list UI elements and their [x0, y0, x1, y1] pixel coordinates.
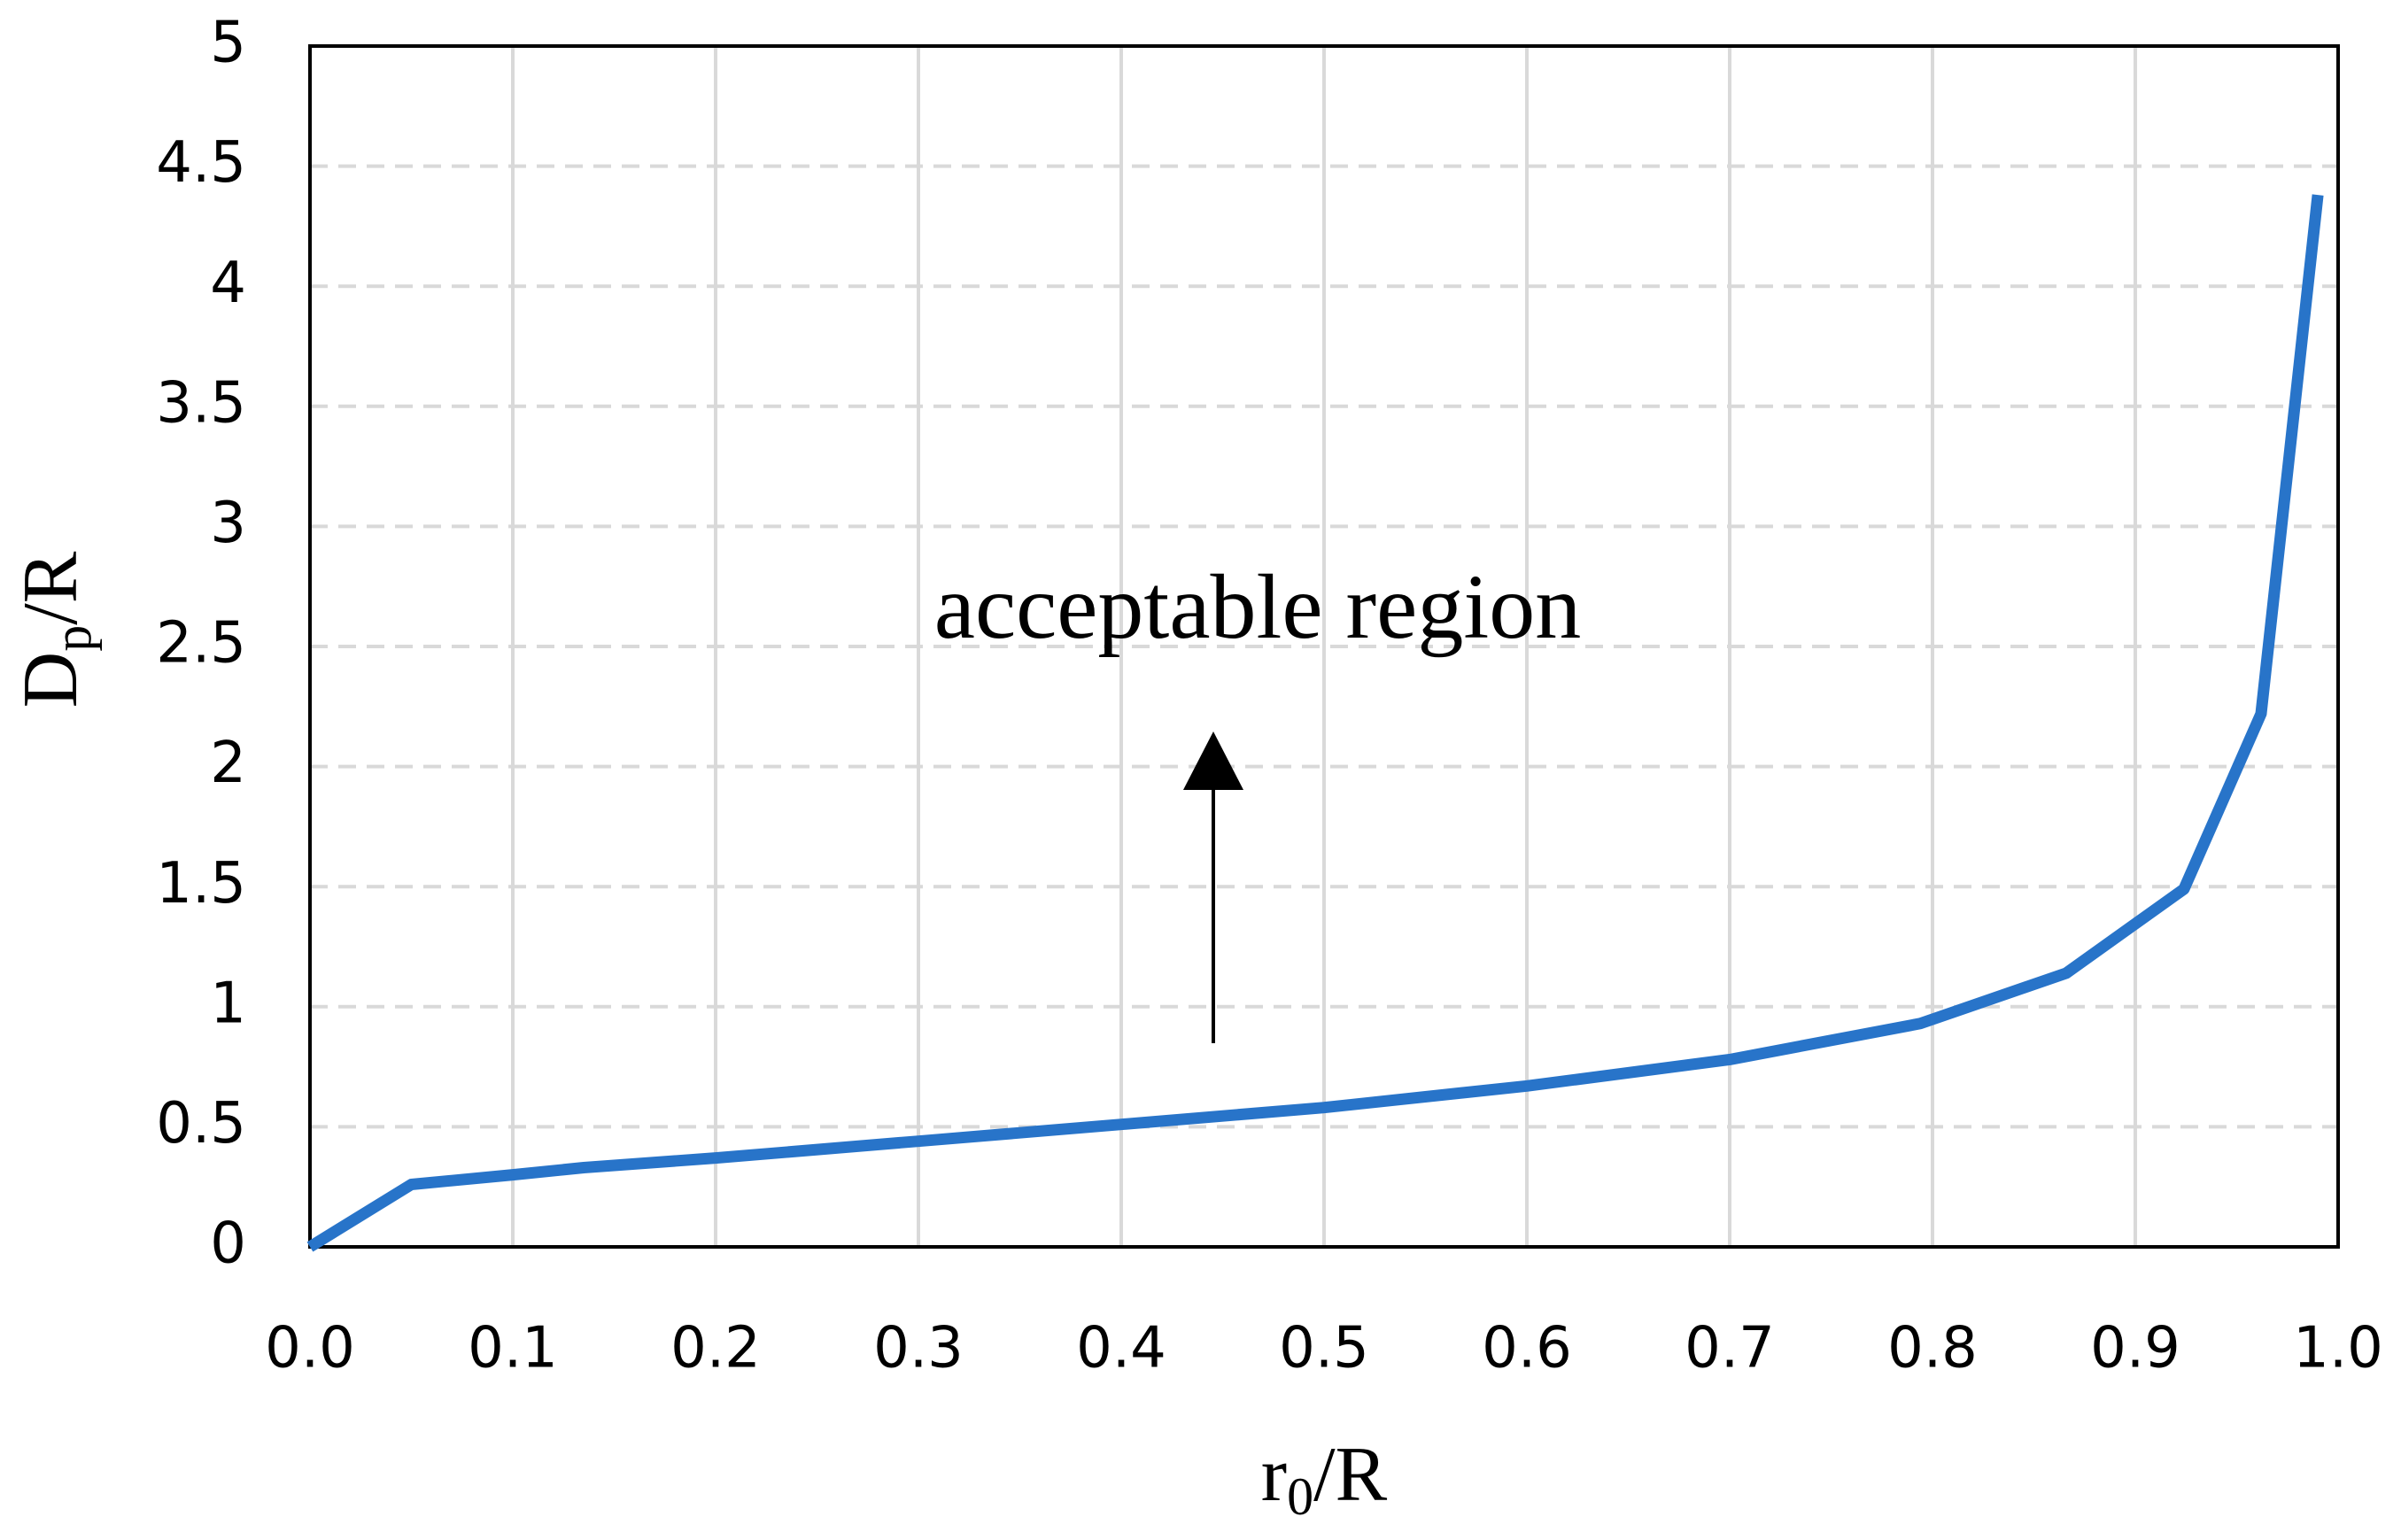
- y-tick-label: 5: [210, 11, 246, 76]
- plot-border: [308, 44, 2340, 1249]
- x-tick-label: 0.5: [1279, 1316, 1369, 1381]
- y-tick-label: 4.5: [156, 130, 246, 196]
- x-axis-title: r0/R: [1261, 1432, 1388, 1526]
- y-tick-label: 1.5: [156, 851, 246, 917]
- y-tick-label: 4: [210, 251, 246, 316]
- y-tick-label: 2.5: [156, 611, 246, 677]
- x-tick-label: 0.2: [670, 1316, 761, 1381]
- x-tick-label: 0.8: [1887, 1316, 1978, 1381]
- x-tick-label: 0.4: [1076, 1316, 1166, 1381]
- y-tick-label: 0.5: [156, 1091, 246, 1157]
- x-tick-label: 0.6: [1482, 1316, 1572, 1381]
- y-tick-label: 2: [210, 731, 246, 796]
- y-tick-label: 3.5: [156, 370, 246, 436]
- x-title-main: r: [1261, 1432, 1287, 1518]
- y-tick-label: 1: [210, 971, 246, 1036]
- annotation: acceptable region: [934, 556, 1581, 658]
- arrow-head: [1183, 731, 1243, 790]
- x-tick-label: 1.0: [2293, 1316, 2383, 1381]
- x-tick-label: 0.7: [1685, 1316, 1775, 1381]
- x-title-rest: /R: [1313, 1432, 1387, 1518]
- x-title-sub: 0: [1287, 1467, 1313, 1526]
- y-title-sub: p: [43, 625, 102, 652]
- x-tick-label: 0.3: [873, 1316, 964, 1381]
- y-title-rest: /R: [8, 551, 94, 624]
- x-tick-label: 0.0: [265, 1316, 355, 1381]
- y-tick-label: 3: [210, 491, 246, 556]
- y-tick-label: 0: [210, 1211, 246, 1277]
- y-title-main: D: [8, 652, 94, 708]
- y-axis-title: Dp/R: [8, 551, 102, 708]
- data-line: [306, 194, 2324, 1252]
- x-tick-label: 0.9: [2090, 1316, 2180, 1381]
- x-tick-label: 0.1: [468, 1316, 558, 1381]
